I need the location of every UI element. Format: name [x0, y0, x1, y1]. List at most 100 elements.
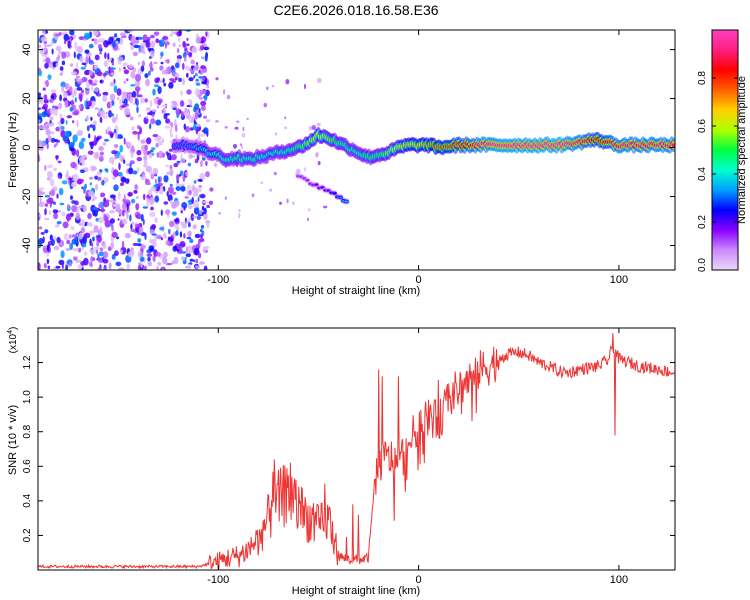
noise-speckle [102, 94, 108, 103]
noise-speckle [105, 112, 108, 115]
noise-speckle [136, 82, 141, 86]
noise-speckle [176, 249, 180, 252]
noise-speckle [172, 42, 176, 47]
noise-speckle [201, 81, 207, 85]
noise-speckle [263, 103, 268, 108]
noise-speckle [198, 252, 202, 259]
noise-speckle [50, 188, 56, 197]
noise-speckle [146, 137, 152, 145]
noise-speckle [172, 245, 178, 252]
noise-speckle [171, 65, 175, 70]
noise-speckle [200, 193, 206, 199]
noise-speckle [108, 262, 112, 270]
noise-speckle [90, 116, 93, 121]
noise-speckle [112, 176, 116, 180]
noise-speckle [143, 98, 149, 103]
noise-speckle [61, 211, 66, 217]
noise-speckle [59, 202, 65, 206]
noise-speckle [111, 150, 118, 155]
noise-speckle [38, 189, 42, 196]
noise-speckle [38, 213, 42, 218]
noise-speckle [45, 123, 52, 127]
noise-speckle [194, 88, 201, 96]
noise-speckle [38, 201, 45, 207]
noise-speckle [187, 245, 194, 254]
spectrogram-panel: -100 0 100 -40 -20 0 20 40 Height of straight … [7, 29, 676, 297]
noise-speckle [96, 171, 102, 176]
noise-speckle [114, 33, 118, 38]
noise-speckle [180, 158, 186, 164]
noise-speckle [98, 203, 103, 209]
spectrogram-x-axis-label: Height of straight line (km) [292, 285, 420, 297]
noise-speckle [53, 144, 57, 148]
noise-speckle [122, 218, 128, 225]
noise-speckle [125, 209, 128, 215]
noise-speckle [120, 176, 127, 183]
noise-speckle [109, 82, 115, 87]
noise-speckle [46, 143, 49, 150]
noise-speckle [77, 247, 82, 253]
colorbar-ticks: 0.0 0.2 0.4 0.6 0.8 [697, 71, 738, 272]
noise-speckle [180, 111, 184, 118]
snr-panel: -100 0 100 0.2 0.4 0.6 0.8 1.0 1.2 Height of st… [7, 327, 676, 597]
noise-speckle [109, 210, 114, 214]
noise-speckle [85, 56, 89, 65]
noise-speckle [193, 259, 195, 263]
noise-speckle [48, 210, 52, 215]
noise-speckle [197, 214, 200, 221]
noise-speckle [174, 62, 180, 69]
noise-speckle [170, 104, 175, 109]
noise-speckle [108, 36, 114, 45]
noise-speckle [129, 116, 134, 121]
noise-speckle [174, 77, 178, 81]
noise-speckle [128, 167, 134, 175]
noise-speckle [274, 132, 278, 136]
noise-speckle [69, 30, 75, 36]
noise-speckle [110, 241, 115, 250]
noise-speckle [136, 149, 142, 156]
spectrogram-x-tick-label: 100 [610, 274, 628, 286]
noise-speckle [184, 56, 187, 62]
noise-speckle [194, 72, 198, 77]
noise-speckle [140, 97, 145, 104]
noise-speckle [148, 70, 151, 76]
noise-speckle [91, 242, 94, 247]
noise-speckle [197, 241, 201, 248]
noise-speckle [80, 219, 86, 227]
spectrogram-frame [37, 29, 676, 271]
snr-y-scale-close: ) [8, 327, 19, 330]
noise-speckle [56, 193, 59, 199]
noise-speckle [130, 198, 136, 204]
noise-speckle [151, 224, 157, 230]
noise-speckle [130, 71, 136, 79]
snr-series-line [38, 333, 675, 570]
noise-speckle [130, 150, 134, 159]
noise-speckle [152, 88, 156, 96]
spectrogram-x-ticks: -100 0 100 [207, 30, 628, 286]
noise-speckle [151, 233, 158, 236]
noise-speckle [67, 203, 70, 210]
noise-speckle [171, 80, 177, 83]
noise-speckle [137, 250, 143, 258]
noise-speckle [195, 258, 199, 264]
noise-speckle [175, 230, 179, 236]
noise-speckle [189, 155, 196, 158]
noise-speckle [93, 151, 100, 160]
noise-speckle [103, 267, 108, 270]
noise-speckle [165, 67, 168, 75]
noise-speckle [155, 38, 160, 44]
noise-speckle [146, 253, 153, 257]
noise-speckle [88, 69, 93, 76]
noise-speckle [47, 171, 53, 179]
noise-speckle [91, 100, 96, 107]
noise-speckle [160, 56, 163, 60]
noise-speckle [184, 126, 191, 133]
noise-speckle [167, 214, 170, 218]
noise-speckle [38, 92, 42, 97]
noise-speckle [201, 56, 205, 60]
spectrogram-x-tick-label: -100 [207, 274, 229, 286]
noise-speckle [90, 248, 96, 255]
noise-speckle [76, 45, 83, 54]
noise-speckle [144, 144, 148, 151]
